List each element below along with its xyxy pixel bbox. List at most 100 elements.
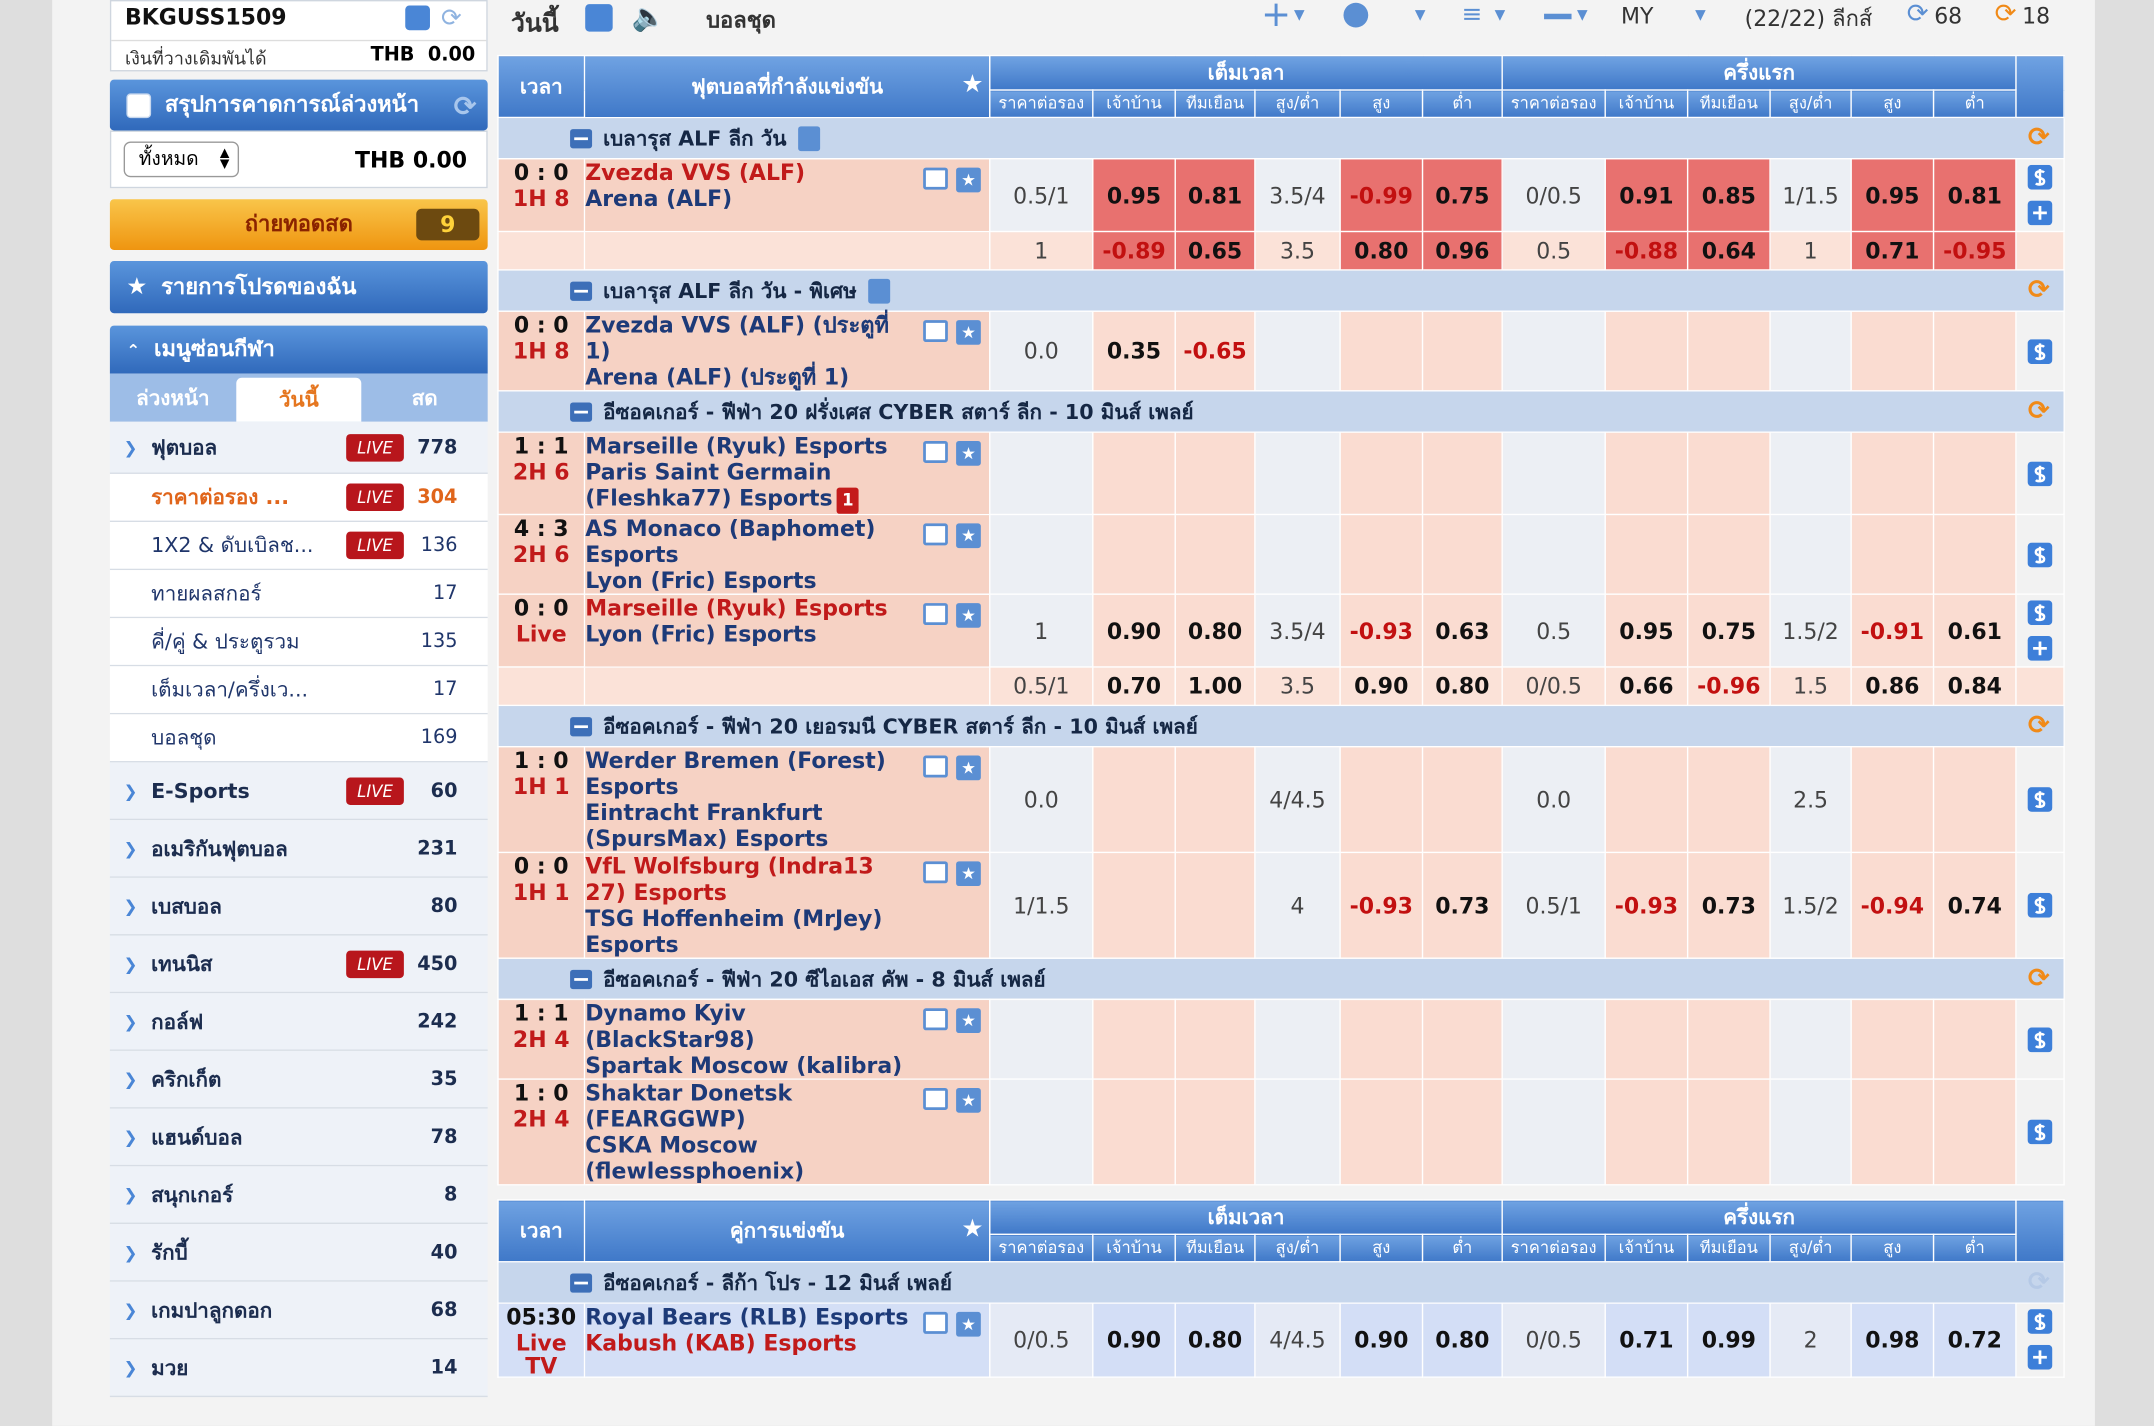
odds-cell[interactable]: 0.5/1 [1501, 851, 1606, 959]
stats-icon[interactable] [923, 1087, 948, 1110]
odds-cell[interactable]: 0.5/1 [989, 666, 1094, 707]
odds-cell[interactable]: 0.66 [1604, 666, 1689, 707]
favorites-header[interactable]: ★ รายการโปรดของฉัน [109, 261, 488, 314]
refresh-icon[interactable]: ⟳ [2027, 1266, 2050, 1297]
odds-cell[interactable]: -0.93 [1604, 851, 1689, 959]
stats-icon[interactable] [923, 861, 948, 884]
sport-item[interactable]: ❯ รักบี้ 40 [109, 1223, 488, 1282]
odds-cell[interactable]: -0.88 [1604, 230, 1689, 271]
bet-icon[interactable] [2017, 892, 2064, 923]
bet-icon[interactable] [2017, 338, 2064, 369]
odds-cell[interactable]: 1/1.5 [989, 851, 1094, 959]
sport-tab[interactable]: ล่วงหน้า [136, 385, 210, 411]
odds-cell[interactable]: -0.93 [1339, 593, 1424, 668]
bet-icon[interactable] [2017, 787, 2064, 817]
stats-icon[interactable] [923, 755, 948, 778]
stats-icon[interactable] [923, 1311, 948, 1334]
odds-cell[interactable]: 0.80 [1174, 1302, 1256, 1378]
odds-cell[interactable]: 0.80 [1339, 230, 1424, 271]
odds-cell[interactable]: 0.90 [1092, 593, 1176, 668]
odds-cell[interactable]: 0.95 [1604, 593, 1689, 668]
stats-icon[interactable] [923, 603, 948, 626]
odds-cell[interactable]: 0.99 [1686, 1302, 1771, 1378]
odds-cell[interactable]: 1 [1769, 230, 1852, 271]
sport-item[interactable]: ❯ ฟุตบอล LIVE 778 [109, 421, 488, 474]
favorite-icon[interactable]: ★ [956, 523, 981, 549]
odds-cell[interactable]: -0.91 [1850, 593, 1935, 668]
sport-item[interactable]: ❯ แฮนด์บอล 78 [109, 1108, 488, 1167]
odds-cell[interactable]: 0.86 [1850, 666, 1935, 707]
filter-select[interactable]: ทั้งหมด ▲ ▼ [123, 141, 240, 178]
odds-type[interactable]: MY [1620, 2, 1654, 29]
favorite-icon[interactable]: ★ [956, 1008, 981, 1034]
odds-cell[interactable]: 1 [989, 230, 1094, 271]
collapse-button[interactable] [570, 969, 593, 990]
odds-cell[interactable]: 0.73 [1421, 851, 1503, 959]
odds-cell[interactable]: 0/0.5 [989, 1302, 1094, 1378]
odds-cell[interactable]: 0.91 [1604, 157, 1689, 233]
odds-cell[interactable]: 2 [1769, 1302, 1852, 1378]
odds-cell[interactable]: 0/0.5 [1501, 666, 1606, 707]
odds-cell[interactable]: -0.99 [1339, 157, 1424, 233]
bet-summary-header[interactable]: สรุปการคาดการณ์ล่วงหน้า ⟳ [109, 79, 488, 131]
refresh-icon[interactable]: ⟳ [2027, 962, 2050, 994]
stats-icon[interactable] [923, 523, 948, 546]
stats-icon[interactable] [923, 1008, 948, 1031]
odds-cell[interactable]: 0.85 [1686, 157, 1771, 233]
odds-cell[interactable]: 0.81 [1932, 157, 2017, 233]
sports-menu-header[interactable]: ⌃ เมนูซ่อนกีฬา [109, 325, 488, 374]
odds-cell[interactable]: 0.96 [1421, 230, 1503, 271]
live-stream-button[interactable]: ถ่ายทอดสด 9 [109, 199, 488, 251]
favorite-icon[interactable]: ★ [956, 755, 981, 781]
favorite-icon[interactable]: ★ [956, 320, 981, 345]
favorite-icon[interactable]: ★ [956, 861, 981, 887]
sport-item[interactable]: ❯ เกมปาลูกดอก 68 [109, 1281, 488, 1340]
odds-cell[interactable]: 0.72 [1932, 1302, 2017, 1378]
odds-cell[interactable]: -0.94 [1850, 851, 1935, 959]
odds-cell[interactable]: -0.93 [1339, 851, 1424, 959]
star-icon[interactable]: ★ [961, 70, 984, 99]
refresh-icon[interactable]: ⟳ [2027, 274, 2050, 305]
odds-cell[interactable]: 1.00 [1174, 666, 1256, 707]
refresh-icon[interactable]: ⟳ [2027, 122, 2050, 153]
odds-cell[interactable]: 0.90 [1339, 666, 1424, 707]
league-name[interactable]: อีซอคเกอร์ - ลีก้า โปร - 12 มินส์ เพลย์ [603, 1270, 953, 1295]
collapse-button[interactable] [570, 402, 593, 422]
odds-cell[interactable]: 0.65 [1174, 230, 1256, 271]
more-icon[interactable] [2017, 1344, 2064, 1375]
odds-cell[interactable]: 1.5 [1769, 666, 1852, 707]
odds-cell[interactable]: 4/4.5 [1254, 1302, 1341, 1378]
odds-cell[interactable]: 0.90 [1092, 1302, 1176, 1378]
sound-icon[interactable]: 🔈 [631, 0, 667, 33]
bet-icon[interactable] [2017, 541, 2064, 572]
odds-cell[interactable]: 1/1.5 [1769, 157, 1852, 233]
odds-cell[interactable]: 0.35 [1092, 310, 1176, 392]
checkbox[interactable] [585, 4, 613, 32]
odds-cell[interactable]: 2.5 [1769, 745, 1852, 854]
clock-icon[interactable] [1343, 2, 1369, 28]
odds-cell[interactable]: 3.5 [1254, 230, 1341, 271]
collapse-icon[interactable] [1544, 13, 1572, 20]
bet-icon[interactable] [2017, 460, 2064, 491]
more-icon[interactable] [2017, 200, 2064, 231]
info-icon[interactable] [797, 126, 820, 152]
collapse-button[interactable] [570, 717, 593, 737]
odds-cell[interactable]: 0.80 [1421, 666, 1503, 707]
sport-tab[interactable]: วันนี้ [235, 377, 362, 422]
odds-cell[interactable]: 0.5 [1501, 593, 1606, 668]
stats-icon[interactable] [923, 320, 948, 343]
mail-icon[interactable] [405, 5, 430, 31]
sport-item[interactable]: ทายผลสกอร์ 17 [109, 570, 488, 619]
league-name[interactable]: อีซอคเกอร์ - ฟีฟ่า 20 ฝรั่งเศส CYBER สตา… [603, 399, 1194, 424]
odds-cell[interactable]: 4 [1254, 851, 1341, 959]
odds-cell[interactable]: 0.70 [1092, 666, 1176, 707]
odds-cell[interactable]: 1.5/2 [1769, 593, 1852, 668]
more-icon[interactable] [2017, 636, 2064, 666]
sport-item[interactable]: ❯ เทนนิส LIVE 450 [109, 935, 488, 994]
odds-cell[interactable]: -0.96 [1686, 666, 1771, 707]
stats-icon[interactable] [923, 167, 948, 190]
refresh-icon[interactable]: ⟳ [2027, 710, 2050, 741]
odds-cell[interactable]: 0.0 [989, 745, 1094, 854]
odds-cell[interactable]: 4/4.5 [1254, 745, 1341, 854]
refresh-count[interactable]: 18 [2022, 2, 2051, 29]
